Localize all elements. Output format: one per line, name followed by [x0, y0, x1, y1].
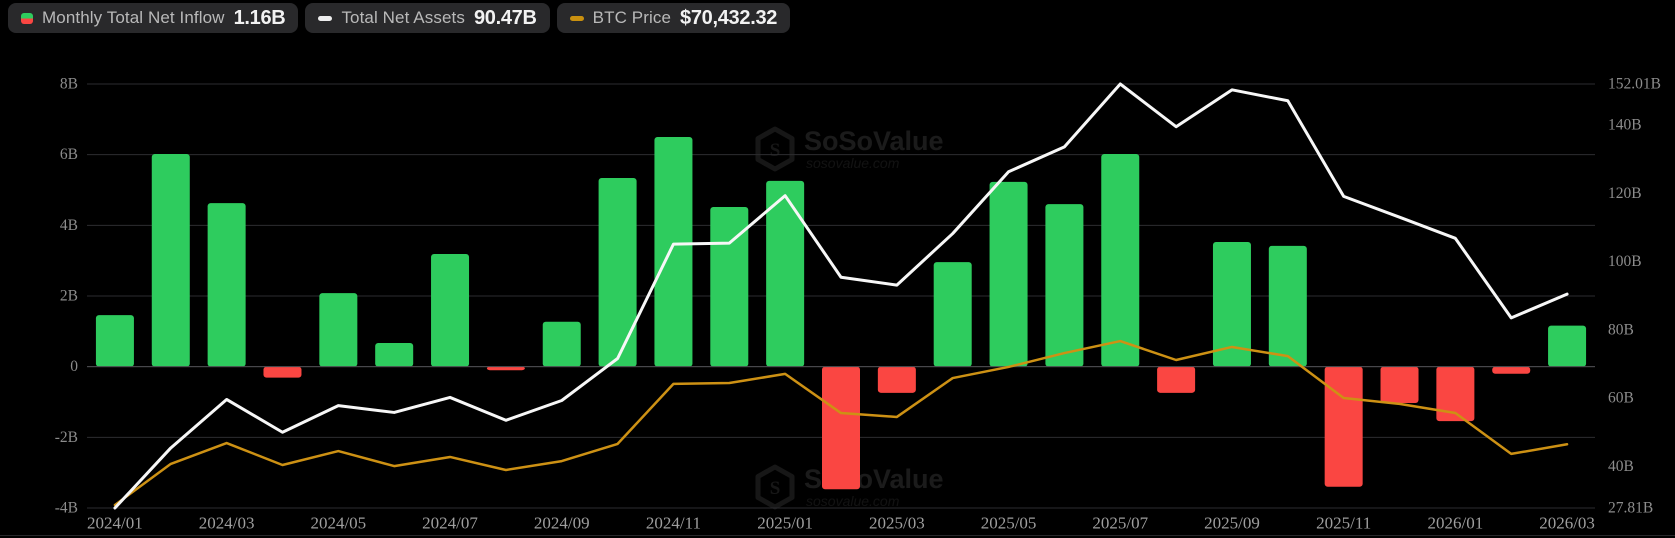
legend-item-total-net-assets[interactable]: Total Net Assets 90.47B — [305, 3, 550, 33]
x-axis-tick-label: 2024/07 — [422, 514, 478, 533]
inflow-bar — [1212, 241, 1251, 367]
inflow-bar — [263, 366, 302, 378]
x-axis-tick-label: 2024/05 — [310, 514, 366, 533]
inflow-bar — [1548, 325, 1587, 367]
right-axis-tick-label: 60B — [1608, 390, 1634, 407]
inflow-bar — [95, 315, 134, 367]
right-axis-tick-label: 120B — [1608, 185, 1642, 202]
right-axis-tick-label: 40B — [1608, 458, 1634, 475]
inflow-bar — [989, 181, 1028, 367]
legend-value: 90.47B — [473, 6, 537, 29]
right-axis-tick-label: 80B — [1608, 321, 1634, 338]
x-axis-tick-label: 2025/07 — [1092, 514, 1148, 533]
inflow-bar — [1045, 204, 1084, 367]
net-assets-line — [113, 82, 1569, 510]
y-axis-tick-label: 6B — [60, 146, 78, 163]
inflow-bar — [1324, 366, 1363, 487]
legend-label: Monthly Total Net Inflow — [42, 8, 225, 27]
legend-label: BTC Price — [592, 8, 671, 27]
inflow-bar — [598, 177, 637, 367]
right-axis-tick-label: 100B — [1608, 253, 1642, 270]
inflow-bar — [1380, 366, 1419, 404]
y-axis-tick-label: -4B — [55, 500, 78, 517]
x-axis-tick-label: 2026/01 — [1428, 514, 1484, 533]
legend-value: $70,432.32 — [680, 6, 778, 29]
inflow-bar — [877, 366, 916, 393]
net-assets-icon — [318, 15, 333, 21]
inflow-bar — [1268, 245, 1307, 367]
inflow-bar — [151, 153, 190, 367]
inflow-bar — [710, 206, 749, 367]
right-axis-tick-label: 27.81B — [1608, 500, 1653, 517]
inflow-bar — [542, 321, 581, 367]
x-axis-tick-label: 2024/01 — [87, 514, 143, 533]
y-axis-tick-label: -2B — [55, 429, 78, 446]
inflow-bar — [1492, 366, 1531, 374]
right-axis-tick-label: 152.01B — [1608, 76, 1661, 93]
inflow-bar — [207, 203, 246, 367]
right-axis-tick-label: 140B — [1608, 117, 1642, 134]
inflow-bar — [1436, 366, 1475, 422]
legend-item-monthly-net-inflow[interactable]: Monthly Total Net Inflow 1.16B — [8, 3, 299, 33]
x-axis-tick-label: 2025/01 — [757, 514, 813, 533]
x-axis-tick-label: 2026/03 — [1539, 514, 1595, 533]
inflow-bar — [654, 137, 693, 367]
btc-price-line — [113, 339, 1569, 507]
net-inflow-icon — [21, 12, 33, 24]
inflow-bar — [822, 366, 860, 490]
inflow-bar — [1101, 153, 1140, 367]
y-axis-tick-label: 2B — [60, 288, 78, 305]
x-axis-tick-label: 2025/05 — [981, 514, 1037, 533]
inflow-bar — [486, 366, 525, 371]
btc-price-icon — [569, 15, 584, 21]
inflow-bar — [766, 180, 805, 367]
chart-legend: Monthly Total Net Inflow 1.16B Total Net… — [8, 3, 791, 33]
x-axis-tick-label: 2025/09 — [1204, 514, 1260, 533]
inflow-bar — [375, 342, 414, 367]
inflow-bar — [933, 262, 972, 367]
inflow-bar — [431, 253, 470, 367]
legend-label: Total Net Assets — [341, 8, 465, 27]
x-axis-tick-label: 2024/09 — [534, 514, 590, 533]
y-axis-tick-label: 4B — [60, 217, 78, 234]
legend-item-btc-price[interactable]: BTC Price $70,432.32 — [556, 3, 791, 33]
inflow-bar — [1157, 366, 1196, 393]
x-axis-tick-label: 2024/11 — [646, 514, 701, 533]
x-axis-tick-label: 2024/03 — [199, 514, 255, 533]
inflow-bar — [319, 293, 358, 367]
bottom-divider — [0, 535, 1675, 536]
x-axis-tick-label: 2025/11 — [1316, 514, 1371, 533]
y-axis-tick-label: 8B — [60, 76, 78, 93]
legend-value: 1.16B — [233, 6, 286, 29]
x-axis-tick-label: 2025/03 — [869, 514, 925, 533]
y-axis-tick-label: 0 — [70, 358, 78, 375]
